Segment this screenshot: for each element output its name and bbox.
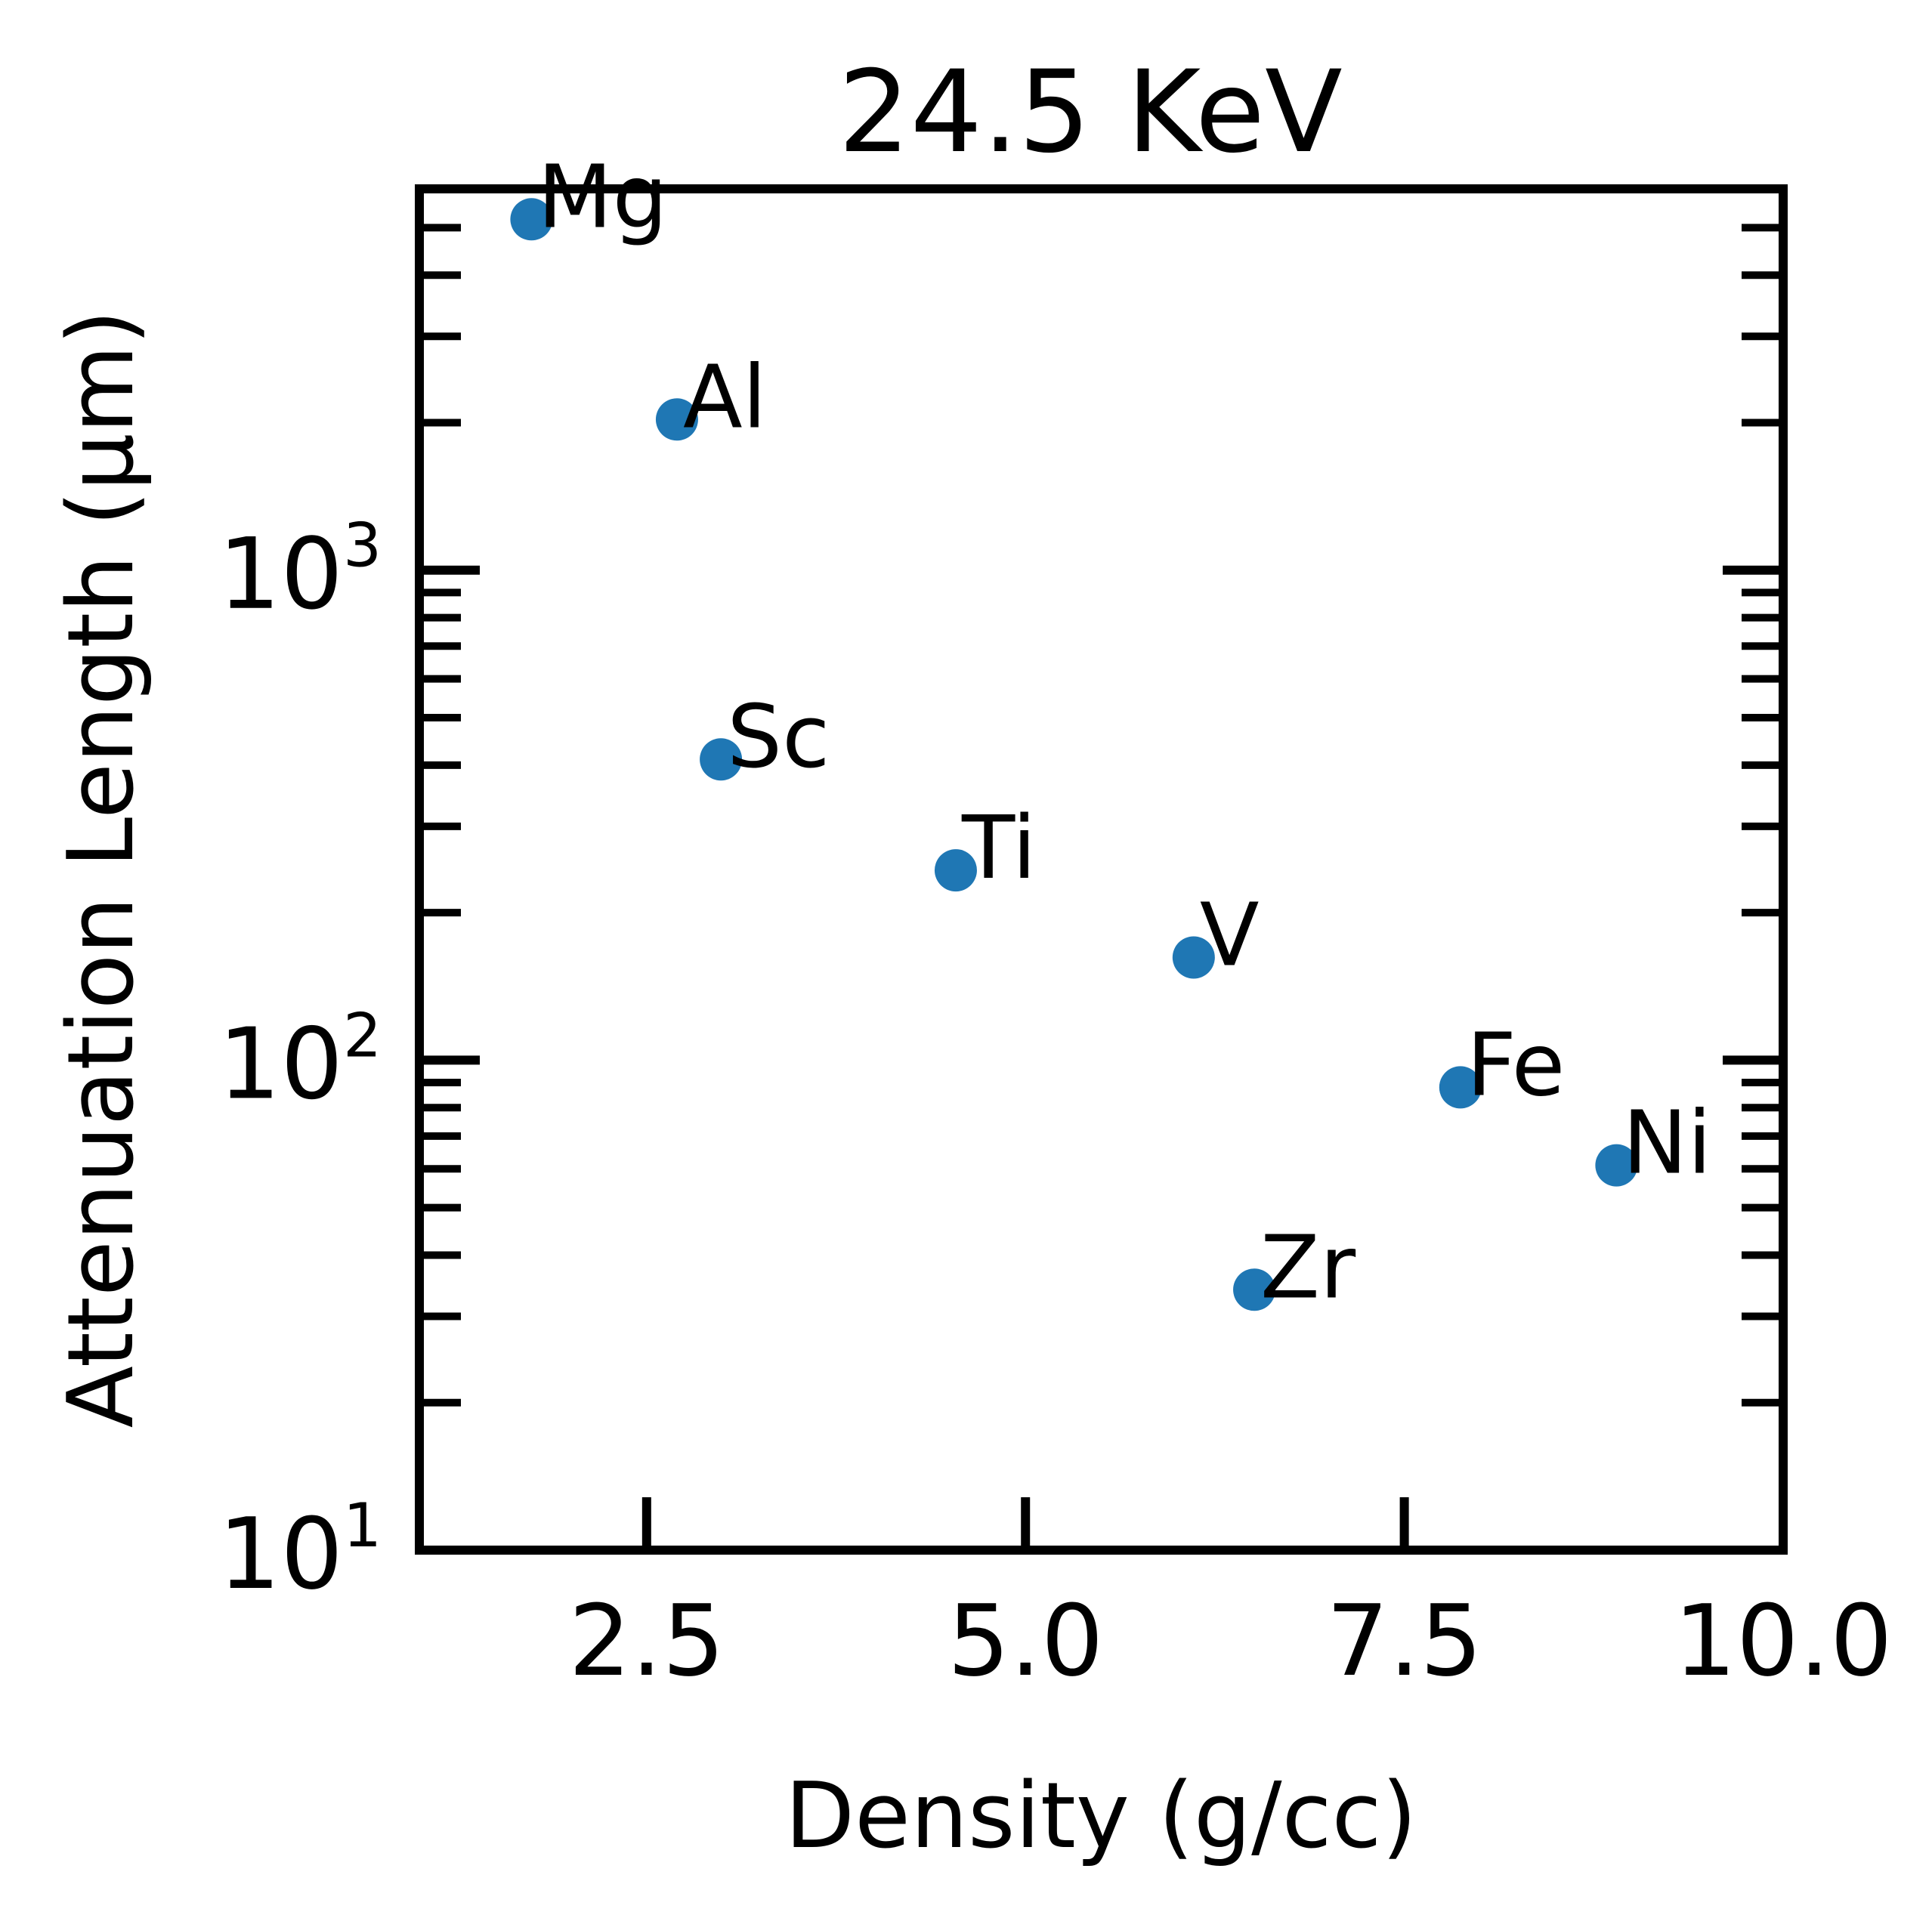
point-label-ti: Ti <box>961 798 1037 899</box>
y-tick-label: 102 <box>218 1000 382 1121</box>
data-point-ti <box>934 849 977 892</box>
point-label-al: Al <box>683 347 767 448</box>
point-label-ni: Ni <box>1622 1093 1711 1194</box>
ticks-layer: 2.5 5.0 7.5 10.0 101 102 103 <box>218 224 1893 1698</box>
point-label-zr: Zr <box>1260 1217 1356 1318</box>
x-tick-label: 7.5 <box>1326 1583 1482 1698</box>
point-label-mg: Mg <box>537 147 667 248</box>
x-tick-label: 2.5 <box>568 1583 725 1698</box>
chart-title: 24.5 KeV <box>838 47 1342 178</box>
x-tick-label: 10.0 <box>1674 1583 1892 1698</box>
point-label-sc: Sc <box>727 687 830 788</box>
x-axis-label: Density (g/cc) <box>785 1764 1417 1869</box>
y-axis-label: Attenuation Length (μm) <box>49 310 154 1429</box>
point-label-v: V <box>1200 885 1260 986</box>
plot-frame <box>415 184 1788 1555</box>
data-point-al <box>655 398 698 441</box>
data-point-mg <box>510 198 553 241</box>
x-tick-label: 5.0 <box>947 1583 1104 1698</box>
point-label-fe: Fe <box>1467 1015 1566 1116</box>
data-point-sc <box>700 738 743 781</box>
data-point-fe <box>1439 1066 1482 1109</box>
y-tick-label: 103 <box>218 511 382 632</box>
y-tick-label: 101 <box>218 1490 382 1611</box>
data-point-ni <box>1595 1144 1638 1187</box>
data-point-v <box>1172 936 1215 979</box>
data-point-zr <box>1233 1268 1276 1311</box>
